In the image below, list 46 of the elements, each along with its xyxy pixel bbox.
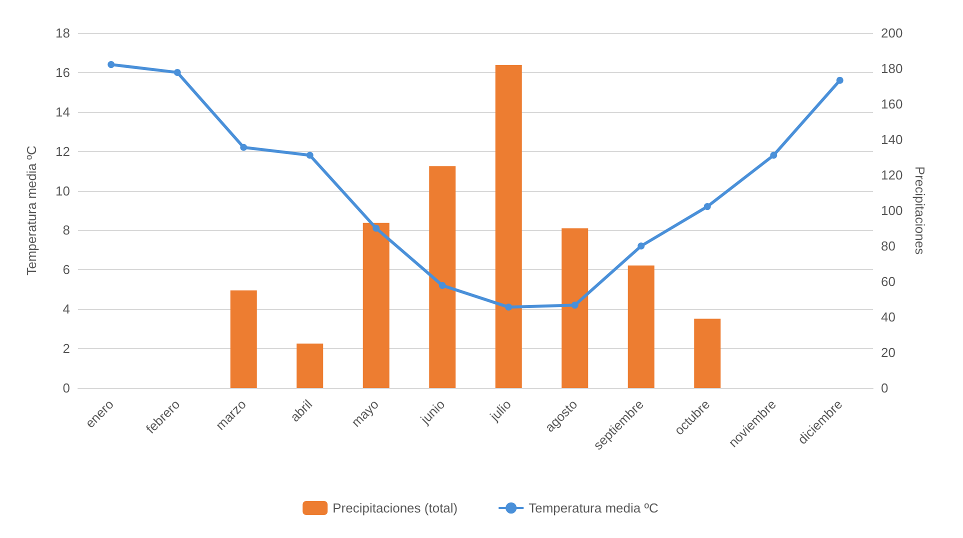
point (770, 152, 778, 159)
bar (296, 344, 324, 388)
y-tick-label: 4 (62, 302, 70, 317)
point (704, 203, 711, 210)
y2-tick-label: 0 (881, 380, 888, 396)
point (438, 282, 446, 289)
point (306, 152, 314, 159)
point (571, 302, 578, 309)
point (372, 224, 380, 232)
y2-tick-label: 40 (881, 310, 896, 324)
y-tick-label: 14 (56, 104, 70, 120)
bar (495, 64, 522, 388)
legend-label: Temperatura media ºC (528, 500, 658, 516)
bar (429, 166, 456, 388)
y-tick-label: 8 (62, 222, 70, 238)
bar (694, 318, 721, 388)
y-tick-label: 12 (56, 144, 70, 159)
bar (562, 228, 588, 388)
y-tick-label: 18 (56, 26, 70, 40)
y2-tick-label: 60 (881, 274, 896, 289)
y-tick-label: 0 (62, 380, 70, 396)
legend-label: Precipitaciones (total) (332, 500, 458, 516)
y2-tick-label: 180 (881, 61, 903, 76)
y2-tick-label: 200 (881, 26, 903, 40)
bar (362, 222, 390, 388)
y-tick-label: 6 (62, 262, 70, 278)
point (240, 144, 248, 151)
bar (230, 290, 257, 388)
y2-tick-label: 120 (881, 168, 903, 182)
y2-tick-label: 20 (881, 345, 896, 360)
point (836, 76, 844, 84)
point (108, 61, 115, 68)
y2-tick-label: 100 (881, 203, 903, 218)
y2-tick-label: 160 (881, 96, 903, 112)
y-tick-label: 2 (62, 341, 70, 356)
y-axis-title: Temperatura media ºC (24, 146, 39, 276)
y2-tick-label: 80 (881, 238, 896, 254)
y2-tick-label: 140 (881, 132, 903, 147)
y-tick-label: 10 (56, 183, 70, 198)
y-tick-label: 16 (56, 64, 70, 80)
x-tick-label: julio (486, 396, 514, 424)
point (174, 68, 181, 76)
y2-axis-title: Precipitaciones (912, 166, 928, 256)
point (638, 242, 645, 250)
bar (628, 266, 654, 388)
point (505, 304, 512, 311)
